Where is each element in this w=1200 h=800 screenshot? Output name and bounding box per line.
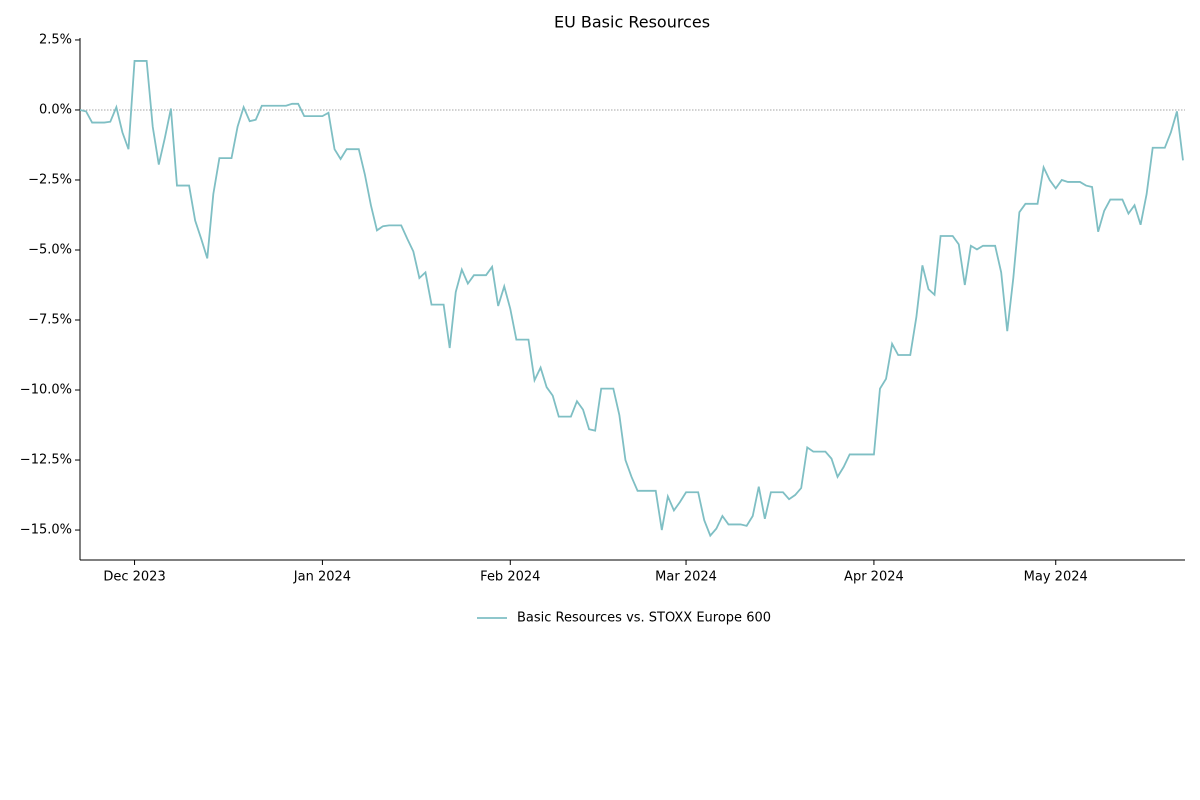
y-tick-label: −2.5% [28,172,72,187]
y-tick-label: −15.0% [20,523,72,538]
series-line [79,60,1184,538]
x-tick-label: May 2024 [1024,570,1088,585]
x-tick-label: Feb 2024 [480,570,540,585]
chart-title: EU Basic Resources [554,13,710,32]
x-tick-label: Apr 2024 [844,570,904,585]
y-tick-label: −12.5% [20,453,72,468]
x-tick-label: Jan 2024 [293,570,351,585]
x-tick-label: Mar 2024 [655,570,717,585]
y-tick-label: −10.0% [20,383,72,398]
y-tick-label: 0.0% [39,102,72,117]
y-tick-label: −7.5% [28,313,72,328]
y-tick-label: 2.5% [39,32,72,47]
legend-label: Basic Resources vs. STOXX Europe 600 [517,611,771,626]
y-tick-label: −5.0% [28,242,72,257]
x-tick-label: Dec 2023 [103,570,165,585]
